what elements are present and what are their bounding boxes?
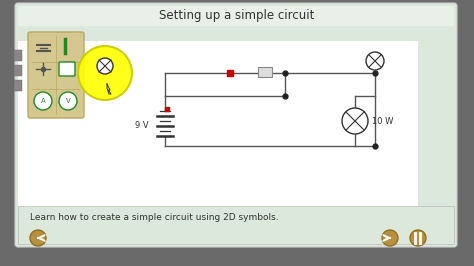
FancyBboxPatch shape: [15, 3, 457, 247]
Bar: [14, 65, 22, 76]
Circle shape: [59, 92, 77, 110]
FancyBboxPatch shape: [59, 62, 75, 76]
Circle shape: [366, 52, 384, 70]
Text: Setting up a simple circuit: Setting up a simple circuit: [159, 9, 315, 22]
Bar: [18, 6, 454, 26]
Text: Learn how to create a simple circuit using 2D symbols.: Learn how to create a simple circuit usi…: [30, 214, 279, 222]
Circle shape: [78, 46, 132, 100]
Text: 10 W: 10 W: [372, 117, 393, 126]
Circle shape: [97, 58, 113, 74]
Bar: [18, 41, 418, 211]
Bar: [14, 50, 22, 61]
Circle shape: [30, 230, 46, 246]
Text: 9 V: 9 V: [136, 122, 149, 131]
Bar: [18, 206, 454, 244]
Circle shape: [382, 230, 398, 246]
Circle shape: [34, 92, 52, 110]
Circle shape: [342, 108, 368, 134]
FancyBboxPatch shape: [28, 32, 84, 118]
Text: A: A: [41, 98, 46, 104]
Bar: [14, 80, 22, 91]
Text: V: V: [65, 98, 70, 104]
FancyBboxPatch shape: [258, 67, 272, 77]
Circle shape: [410, 230, 426, 246]
